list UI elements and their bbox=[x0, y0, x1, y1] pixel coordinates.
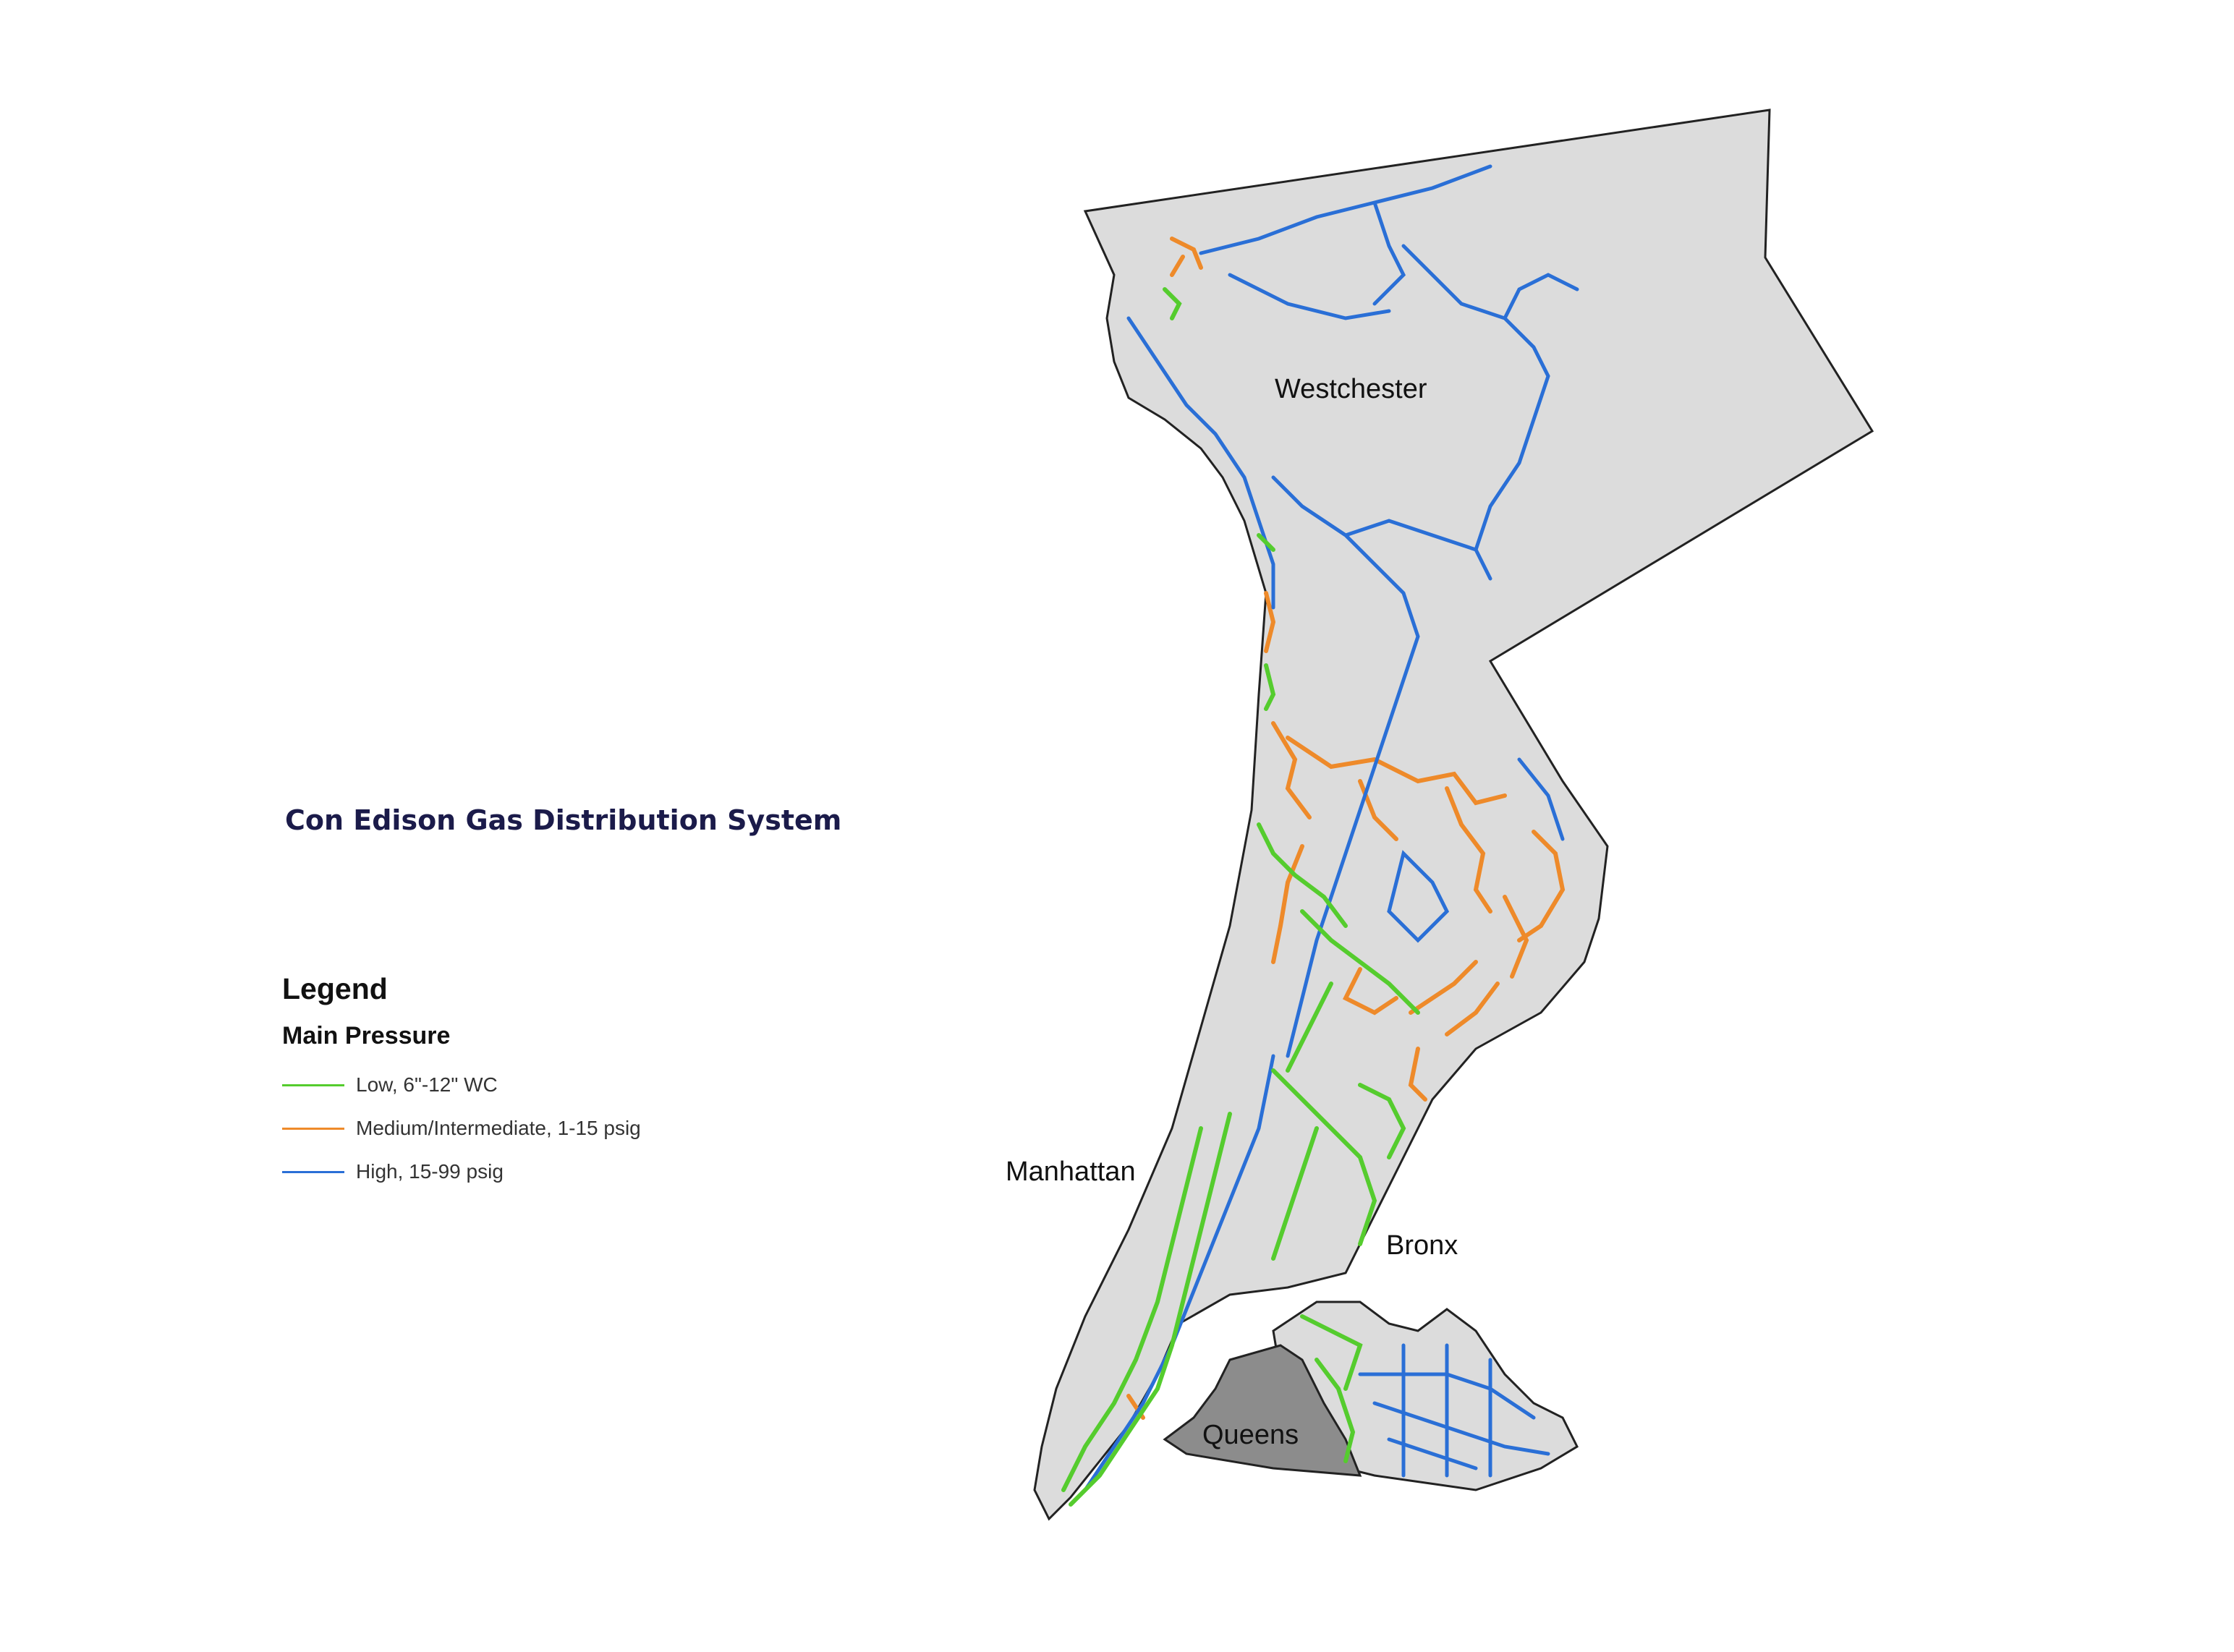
legend-item-medium: Medium/Intermediate, 1-15 psig bbox=[282, 1107, 687, 1150]
queens-area bbox=[1163, 1344, 1362, 1477]
low-cluster-east-lobe bbox=[1300, 1314, 1363, 1463]
high-trunk-north bbox=[1199, 164, 1492, 320]
low-cluster-bronx bbox=[1271, 1068, 1406, 1261]
westchester-bronx-manhattan-landmass bbox=[1033, 108, 1874, 1521]
medium-pressure-network bbox=[1126, 237, 1566, 1420]
legend-heading: Legend bbox=[282, 972, 388, 1005]
high-trunk-center bbox=[1271, 475, 1492, 769]
low-pressure-network bbox=[1061, 287, 1420, 1507]
low-cluster-north bbox=[1163, 287, 1182, 320]
page-title: Con Edison Gas Distribution System bbox=[285, 804, 842, 836]
medium-cluster-east bbox=[1409, 830, 1566, 1036]
low-cluster-northwest bbox=[1257, 533, 1276, 711]
legend-swatch-high bbox=[282, 1170, 344, 1173]
legend: Legend Main Pressure Low, 6"-12" WC Medi… bbox=[282, 972, 687, 1193]
medium-cluster-upper-west bbox=[1264, 591, 1312, 964]
legend-subheading: Main Pressure bbox=[282, 1022, 451, 1049]
low-cluster-central bbox=[1257, 822, 1420, 1073]
region-label-bronx: Bronx bbox=[1386, 1230, 1458, 1261]
high-trunk-east bbox=[1401, 244, 1579, 552]
high-trunk-manhattan bbox=[1083, 1054, 1275, 1492]
high-grid-east-lobe bbox=[1358, 1343, 1550, 1478]
legend-label-medium: Medium/Intermediate, 1-15 psig bbox=[356, 1117, 641, 1139]
high-pressure-network bbox=[1083, 164, 1579, 1492]
high-trunk-northwest bbox=[1126, 316, 1275, 610]
legend-label-high: High, 15-99 psig bbox=[356, 1160, 504, 1183]
medium-cluster-north bbox=[1170, 237, 1203, 277]
region-label-westchester: Westchester bbox=[1275, 374, 1427, 404]
low-cluster-manhattan bbox=[1061, 1112, 1232, 1507]
region-label-manhattan: Manhattan bbox=[1006, 1157, 1136, 1187]
high-trunk-lower bbox=[1286, 757, 1565, 1058]
legend-swatch-low bbox=[282, 1083, 344, 1086]
legend-item-high: High, 15-99 psig bbox=[282, 1150, 687, 1193]
legend-swatch-medium bbox=[282, 1127, 344, 1130]
legend-item-low: Low, 6"-12" WC bbox=[282, 1063, 687, 1107]
legend-label-low: Low, 6"-12" WC bbox=[356, 1073, 498, 1096]
region-label-queens: Queens bbox=[1202, 1420, 1299, 1450]
